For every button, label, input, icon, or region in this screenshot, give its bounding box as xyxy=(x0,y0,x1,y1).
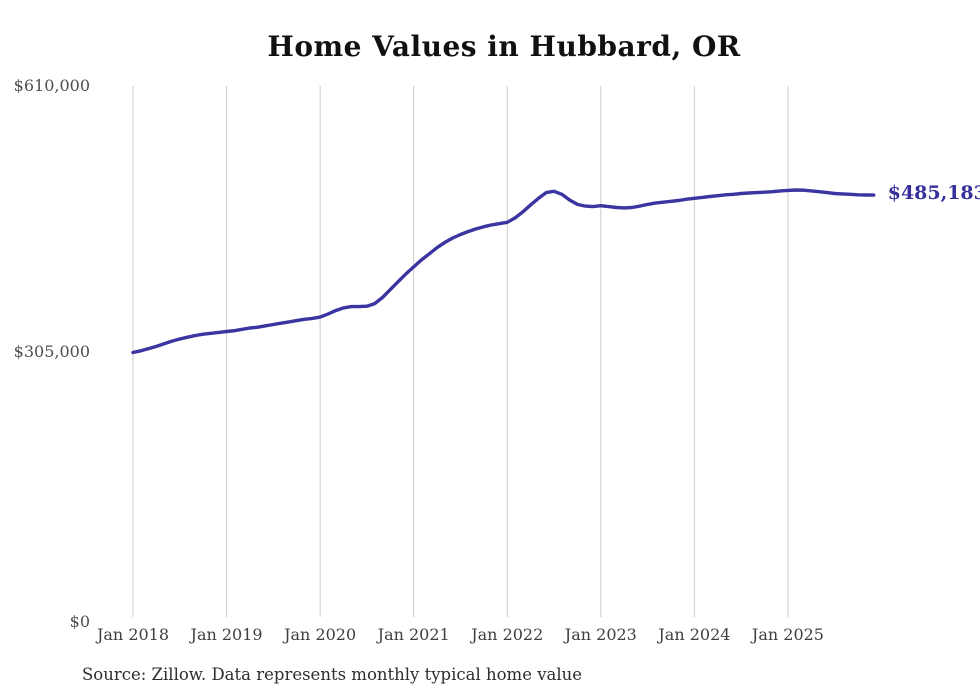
vertical-gridlines xyxy=(132,86,789,617)
x-axis-tick-label: Jan 2020 xyxy=(284,625,357,644)
source-note: Source: Zillow. Data represents monthly … xyxy=(82,665,583,684)
x-axis-tick-label: Jan 2024 xyxy=(658,625,731,644)
y-axis-tick-label: $0 xyxy=(69,612,90,631)
x-axis-tick-label: Jan 2025 xyxy=(751,625,824,644)
y-axis-tick-label: $610,000 xyxy=(13,76,90,95)
x-axis-tick-label: Jan 2021 xyxy=(377,625,450,644)
x-axis-tick-label: Jan 2019 xyxy=(190,625,263,644)
chart-title: Home Values in Hubbard, OR xyxy=(267,30,741,63)
x-axis-tick-label: Jan 2023 xyxy=(564,625,637,644)
home-value-line-series xyxy=(131,188,876,355)
last-value-annotation: $485,183 xyxy=(887,182,980,205)
x-axis-tick-label: Jan 2018 xyxy=(96,625,170,644)
x-axis-tick-label: Jan 2022 xyxy=(471,625,544,644)
y-axis-tick-label: $305,000 xyxy=(13,342,90,361)
